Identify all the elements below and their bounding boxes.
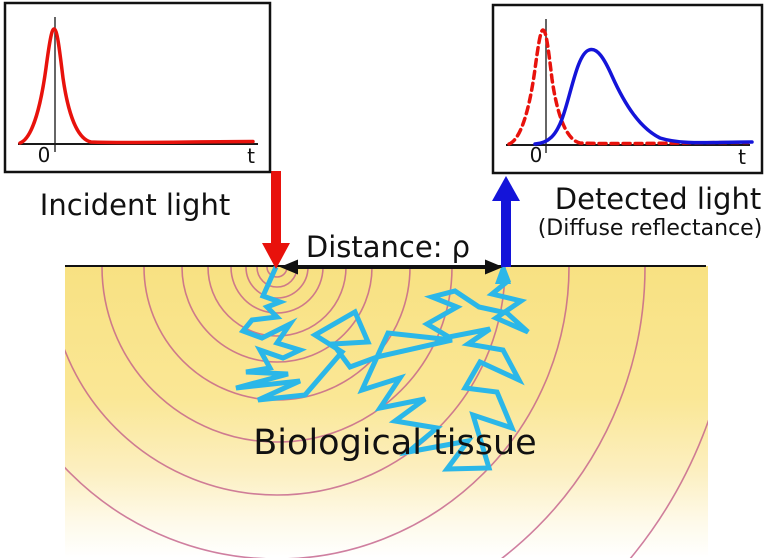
detected-axis-origin-label: 0 (530, 143, 543, 167)
detected-arrow-head (492, 176, 520, 201)
detected-light-arrow-icon (492, 176, 520, 267)
tissue-label: Biological tissue (253, 423, 536, 463)
distance-label: Distance: ρ (306, 230, 470, 264)
distance-arrow-right-head-icon (485, 259, 503, 275)
incident-arrow-shaft (271, 171, 281, 245)
incident-arrow-head (262, 243, 290, 269)
incident-light-caption: Incident light (40, 188, 230, 222)
incident-pulse-curve (18, 27, 255, 145)
detected-light-subcaption: (Diffuse reflectance) (538, 216, 763, 241)
incident-graph-panel: 0 t (3, 1, 272, 174)
distance-arrow-left-head-icon (280, 259, 298, 275)
detected-input-pulse-dashed-curve (507, 28, 750, 146)
incident-axis-time-label: t (247, 144, 255, 168)
incident-axis-origin-label: 0 (38, 143, 51, 167)
photon-exit-arrowhead-icon (495, 262, 511, 284)
detected-axis-time-label: t (738, 145, 746, 169)
photon-random-walk-path (235, 265, 530, 472)
detected-graph-panel: 0 t (491, 3, 764, 175)
detected-diffuse-curve (533, 47, 754, 146)
incident-light-arrow-icon (262, 171, 290, 269)
detected-arrow-shaft (501, 199, 511, 267)
detected-light-caption: Detected light (555, 182, 761, 216)
tissue-region (65, 266, 708, 558)
